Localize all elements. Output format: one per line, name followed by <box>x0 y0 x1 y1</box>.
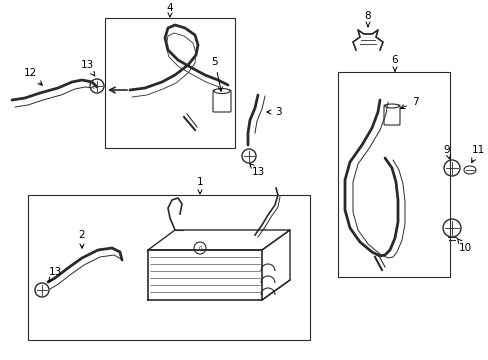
Ellipse shape <box>214 89 229 94</box>
Text: 7: 7 <box>400 97 417 109</box>
Text: 5: 5 <box>211 57 222 91</box>
Text: 11: 11 <box>470 145 484 163</box>
Text: 13: 13 <box>249 164 264 177</box>
Ellipse shape <box>463 166 475 174</box>
Bar <box>28 195 309 340</box>
Text: 10: 10 <box>456 238 470 253</box>
Text: 12: 12 <box>23 68 42 85</box>
Text: 8: 8 <box>364 11 370 27</box>
Polygon shape <box>352 30 382 50</box>
Text: 13: 13 <box>48 267 61 282</box>
FancyBboxPatch shape <box>383 105 399 125</box>
Bar <box>337 72 449 277</box>
FancyBboxPatch shape <box>213 90 230 112</box>
Text: 3: 3 <box>266 107 281 117</box>
Text: 9: 9 <box>443 145 449 159</box>
Bar <box>105 18 235 148</box>
Text: 4: 4 <box>166 3 173 17</box>
Text: 0: 0 <box>198 246 202 251</box>
Ellipse shape <box>384 104 398 108</box>
Text: 2: 2 <box>79 230 85 248</box>
Text: 1: 1 <box>196 177 203 194</box>
Text: 6: 6 <box>391 55 398 71</box>
Text: 13: 13 <box>80 60 95 76</box>
